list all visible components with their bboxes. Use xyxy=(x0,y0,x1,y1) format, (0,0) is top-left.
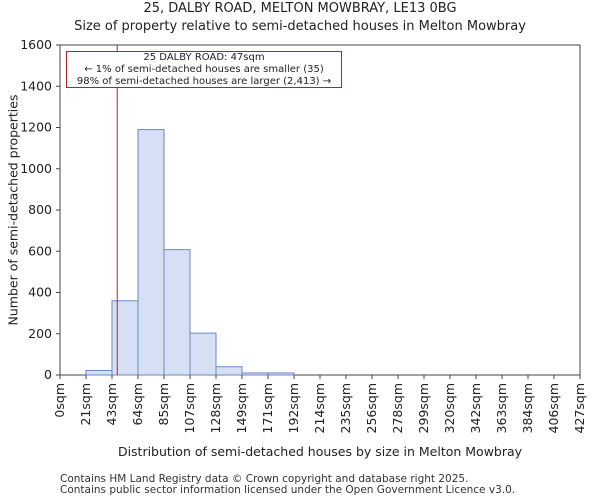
y-tick-label: 0 xyxy=(44,367,52,382)
x-tick-label: 256sqm xyxy=(364,383,379,433)
bar xyxy=(137,129,165,376)
y-tick-label: 1200 xyxy=(20,120,52,135)
bar xyxy=(163,249,191,376)
x-tick-label: 342sqm xyxy=(468,383,483,433)
marker-annotation-box: 25 DALBY ROAD: 47sqm ← 1% of semi-detach… xyxy=(66,51,342,88)
x-tick-label: 107sqm xyxy=(182,383,197,433)
x-tick-label: 427sqm xyxy=(572,383,587,433)
bar xyxy=(215,366,243,376)
bar xyxy=(189,332,217,376)
bar xyxy=(267,372,295,376)
x-tick-label: 192sqm xyxy=(286,383,301,433)
x-tick-label: 363sqm xyxy=(494,383,509,433)
x-tick-label: 128sqm xyxy=(208,383,223,433)
y-tick-label: 200 xyxy=(28,326,52,341)
y-tick-label: 1000 xyxy=(20,161,52,176)
x-tick-label: 299sqm xyxy=(416,383,431,433)
bar xyxy=(241,372,269,376)
annotation-line-1: 25 DALBY ROAD: 47sqm xyxy=(143,52,265,63)
x-tick-label: 43sqm xyxy=(104,383,119,426)
x-tick-label: 149sqm xyxy=(234,383,249,433)
y-tick-label: 800 xyxy=(28,202,52,217)
x-tick-label: 235sqm xyxy=(338,383,353,433)
y-tick-label: 600 xyxy=(28,243,52,258)
x-tick-label: 171sqm xyxy=(260,383,275,433)
x-tick-label: 64sqm xyxy=(130,383,145,426)
x-tick-label: 278sqm xyxy=(390,383,405,433)
bar xyxy=(111,300,139,376)
footer-line-2: Contains public sector information licen… xyxy=(60,484,516,496)
x-tick-label: 384sqm xyxy=(520,383,535,433)
bar xyxy=(85,369,113,376)
y-tick-label: 1400 xyxy=(20,78,52,93)
x-axis-label: Distribution of semi-detached houses by … xyxy=(117,444,523,459)
footer-line-1: Contains HM Land Registry data © Crown c… xyxy=(60,473,469,485)
x-tick-label: 21sqm xyxy=(78,383,93,426)
chart-title: 25, DALBY ROAD, MELTON MOWBRAY, LE13 0BG xyxy=(143,1,457,16)
y-tick-label: 1600 xyxy=(20,37,52,52)
x-tick-label: 85sqm xyxy=(156,383,171,426)
x-tick-label: 406sqm xyxy=(546,383,561,433)
y-tick-label: 400 xyxy=(28,285,52,300)
x-tick-label: 320sqm xyxy=(442,383,457,433)
annotation-line-2: ← 1% of semi-detached houses are smaller… xyxy=(84,64,324,75)
chart-subtitle: Size of property relative to semi-detach… xyxy=(74,19,526,34)
x-tick-label: 214sqm xyxy=(312,383,327,433)
x-tick-label: 0sqm xyxy=(52,383,67,418)
y-axis-label: Number of semi-detached properties xyxy=(5,94,21,326)
annotation-line-3: 98% of semi-detached houses are larger (… xyxy=(76,76,332,87)
